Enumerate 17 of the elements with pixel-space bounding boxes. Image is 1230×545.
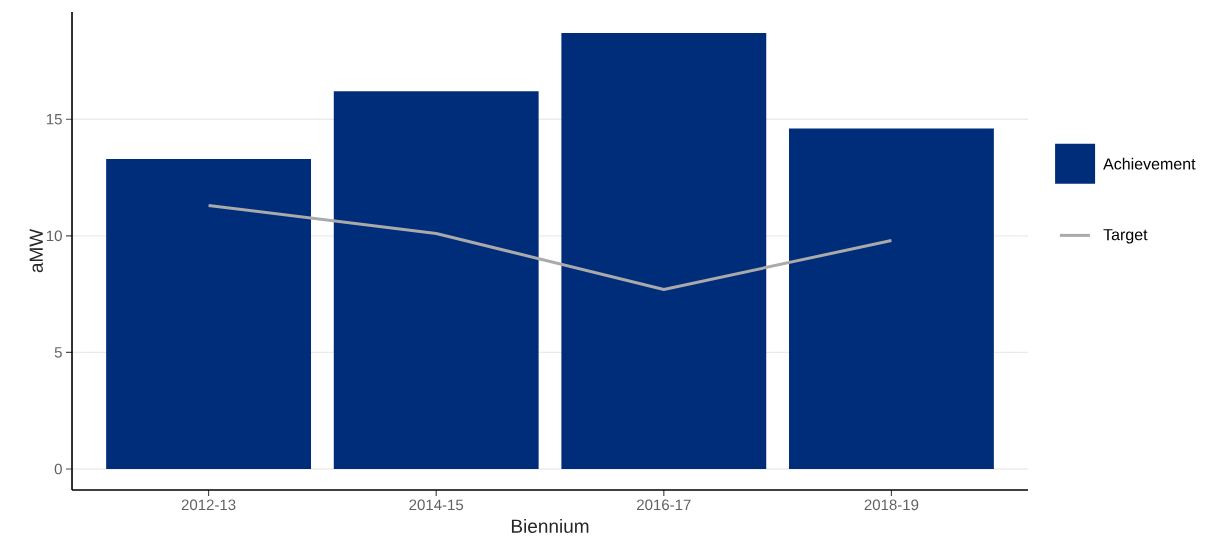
x-tick-label: 2016-17 — [637, 499, 691, 511]
y-axis-title: aMW — [29, 228, 43, 273]
x-tick-label: 2012-13 — [181, 499, 236, 511]
x-axis-title: Biennium — [511, 519, 589, 533]
y-tick-label: 5 — [54, 347, 62, 358]
x-tick-label: 2018-19 — [864, 499, 919, 511]
line-series — [207, 204, 893, 291]
bar — [333, 91, 539, 469]
x-tick-label: 2014-15 — [409, 499, 464, 511]
bar — [561, 32, 767, 469]
y-tick-label: 15 — [46, 114, 62, 125]
bar — [106, 158, 312, 469]
y-tick-label: 0 — [54, 463, 62, 475]
bar — [789, 128, 994, 469]
y-tick-label: 10 — [46, 230, 62, 242]
text: Achievement — [1103, 157, 1196, 170]
legend-label: Target — [1103, 229, 1148, 244]
